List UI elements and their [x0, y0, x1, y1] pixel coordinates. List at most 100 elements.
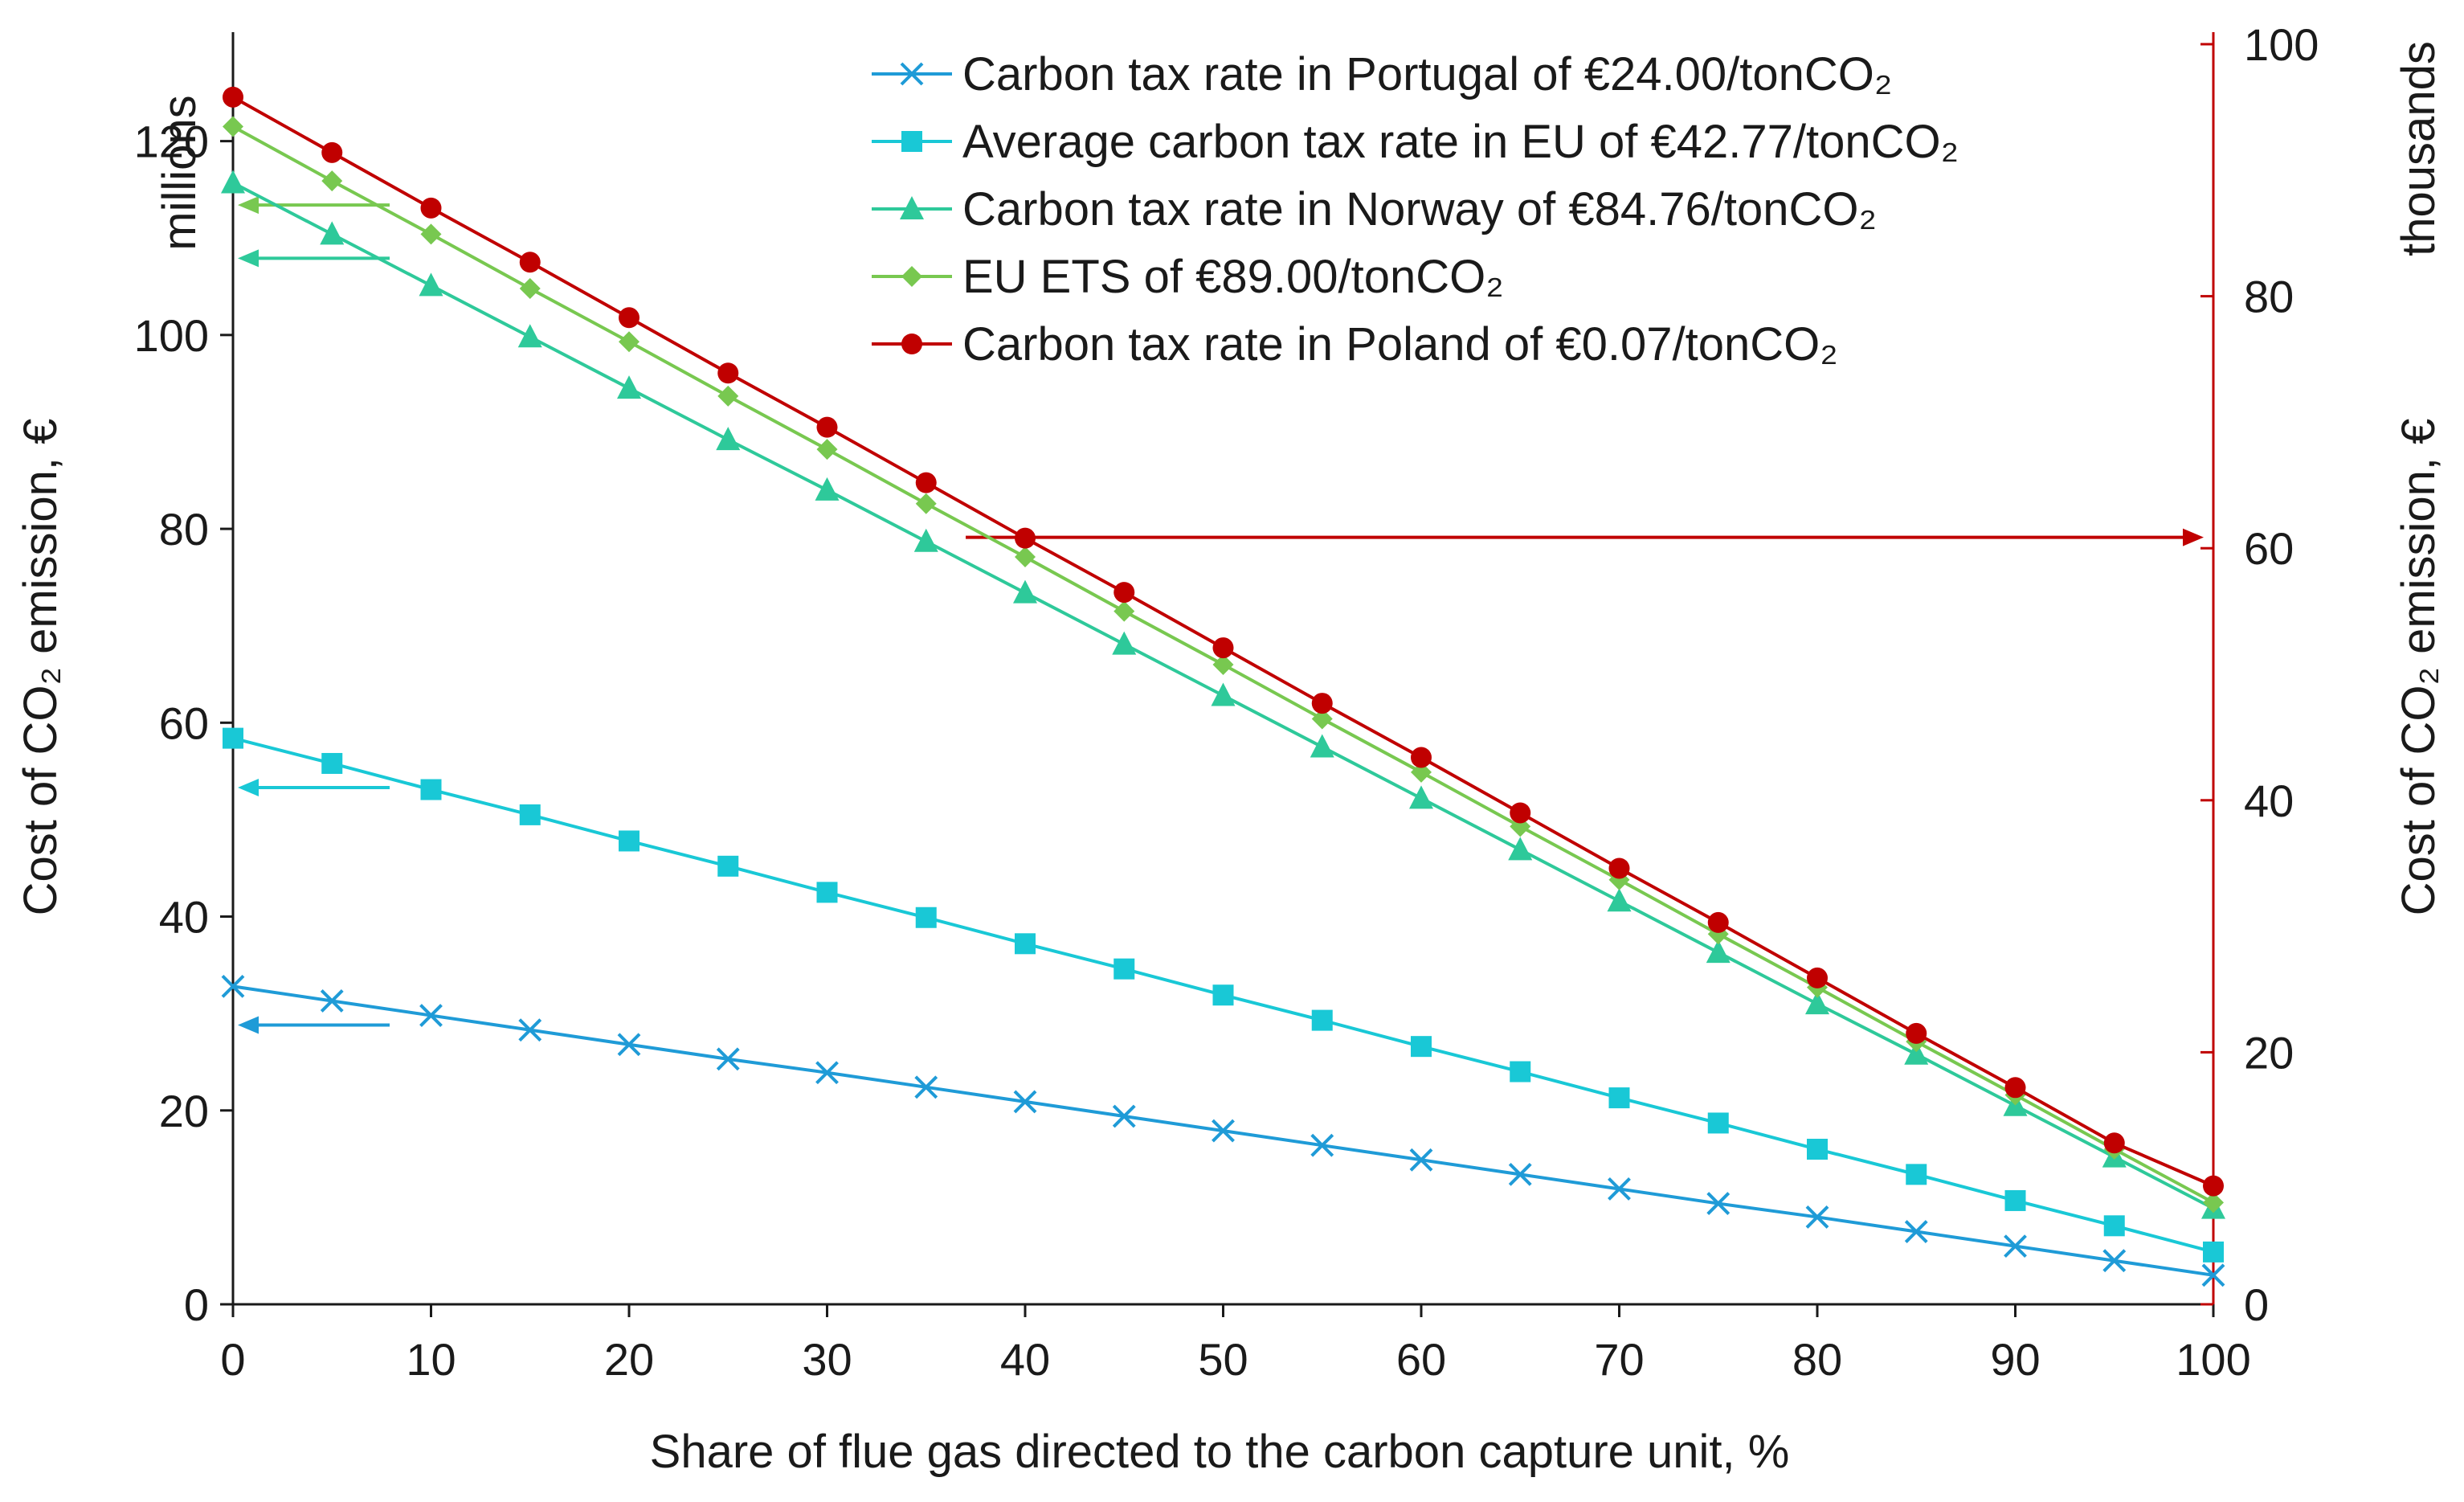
data-point: [717, 385, 739, 407]
data-point: [1608, 1087, 1630, 1109]
x-tick-label: 60: [1396, 1334, 1446, 1385]
data-point: [1411, 761, 1432, 783]
legend-marker: [901, 131, 922, 152]
data-point: [1311, 1009, 1333, 1031]
series-layer: [221, 86, 2225, 1287]
y-right-tick-label: 80: [2244, 272, 2294, 322]
y-right-tick-label: 0: [2244, 1279, 2269, 1330]
data-point: [1805, 1205, 1829, 1229]
y-right-tick-label: 60: [2244, 523, 2294, 574]
data-point: [915, 907, 937, 928]
data-point: [1906, 1022, 1927, 1044]
y-left-unit-label: millions: [153, 95, 206, 250]
y-left-tick-label: 100: [134, 310, 209, 361]
y-left-tick-label: 0: [184, 1279, 209, 1330]
data-point: [1013, 1090, 1037, 1114]
data-point: [1707, 911, 1729, 933]
data-point: [1310, 734, 1334, 758]
data-point: [816, 416, 838, 438]
x-tick-label: 0: [220, 1334, 245, 1385]
x-tick-label: 30: [802, 1334, 852, 1385]
x-tick-label: 80: [1792, 1334, 1842, 1385]
data-point: [517, 324, 542, 348]
data-point: [519, 252, 541, 273]
legend-marker: [900, 196, 924, 219]
x-axis-label: Share of flue gas directed to the carbon…: [650, 1426, 1790, 1478]
data-point: [519, 277, 541, 299]
data-point: [420, 223, 442, 245]
data-point: [915, 493, 937, 514]
data-point: [1113, 600, 1135, 622]
data-point: [1212, 653, 1234, 675]
data-point: [1510, 802, 1531, 824]
legend-marker: [901, 266, 922, 287]
data-point: [815, 477, 840, 501]
data-point: [1608, 1177, 1631, 1201]
data-point: [321, 141, 343, 163]
data-point: [519, 804, 541, 825]
data-point: [419, 272, 443, 297]
data-point: [716, 1047, 740, 1071]
axis-pointer-arrowhead: [2183, 528, 2204, 546]
data-point: [1807, 1139, 1828, 1160]
data-point: [518, 1018, 542, 1042]
series-1: [221, 974, 2225, 1287]
data-point: [1311, 693, 1333, 714]
x-tick-label: 100: [2176, 1334, 2250, 1385]
data-point: [1212, 1119, 1235, 1143]
data-point: [915, 472, 937, 493]
data-point: [2103, 1215, 2125, 1237]
legend-label: Average carbon tax rate in EU of €42.77/…: [962, 116, 1959, 168]
data-point: [223, 727, 243, 749]
data-point: [1906, 1164, 1927, 1185]
data-point: [617, 1033, 641, 1057]
data-point: [1510, 1061, 1531, 1083]
x-tick-label: 90: [1990, 1334, 2040, 1385]
y-right-tick-label: 100: [2244, 19, 2319, 70]
data-point: [1706, 1192, 1731, 1215]
y-left-tick-label: 20: [159, 1086, 209, 1136]
data-point: [1013, 579, 1037, 604]
x-tick-label: 40: [1000, 1334, 1050, 1385]
legend-item: Carbon tax rate in Poland of €0.07/tonCO…: [872, 318, 1838, 370]
legend-item: EU ETS of €89.00/tonCO₂: [872, 251, 1504, 303]
data-point: [619, 830, 639, 852]
data-point: [1510, 816, 1531, 837]
data-point: [2203, 1241, 2224, 1263]
data-point: [221, 170, 245, 194]
legend-label: Carbon tax rate in Portugal of €24.00/to…: [962, 48, 1892, 100]
legend-label: Carbon tax rate in Norway of €84.76/tonC…: [962, 183, 1877, 235]
data-point: [1310, 1133, 1334, 1157]
data-point: [1411, 747, 1432, 768]
series-2: [223, 727, 2224, 1263]
legend-marker: [901, 334, 922, 354]
data-point: [1904, 1041, 1929, 1065]
data-point: [1015, 933, 1036, 955]
data-point: [914, 1075, 938, 1099]
data-point: [716, 427, 741, 451]
x-tick-label: 70: [1594, 1334, 1644, 1385]
axis-pointer-arrowhead: [238, 1016, 259, 1034]
y-left-tick-label: 120: [134, 117, 209, 167]
x-tick-label: 20: [604, 1334, 654, 1385]
data-point: [1805, 991, 1829, 1015]
data-point: [2103, 1132, 2125, 1154]
y-right-axis-label: Cost of CO₂ emission, €: [2392, 419, 2445, 916]
data-point: [617, 375, 641, 399]
data-point: [223, 116, 243, 137]
data-point: [1508, 1162, 1532, 1186]
data-point: [320, 221, 345, 245]
series-4: [223, 116, 2224, 1213]
data-point: [1409, 1148, 1433, 1172]
data-point: [1707, 1112, 1729, 1134]
data-point: [1113, 958, 1135, 980]
data-point: [619, 307, 639, 329]
data-point: [1608, 857, 1630, 879]
tick-labels: 0 10 20 30 40 50 60 70 80 90 100020406080100120020…: [134, 19, 2319, 1385]
data-point: [1311, 708, 1333, 730]
data-point: [420, 197, 442, 219]
data-point: [1706, 939, 1731, 964]
data-point: [2201, 1263, 2225, 1287]
x-tick-label: 50: [1198, 1334, 1248, 1385]
data-point: [320, 989, 344, 1013]
